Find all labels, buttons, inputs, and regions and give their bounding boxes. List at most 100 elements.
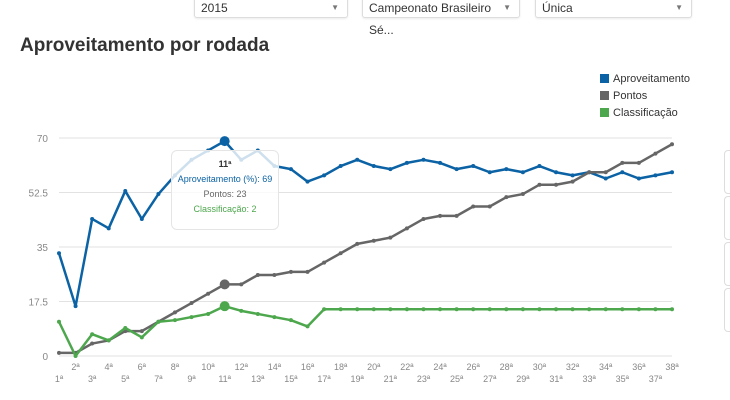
data-point — [239, 282, 244, 287]
data-point — [322, 307, 327, 312]
data-point — [653, 173, 658, 178]
data-point — [587, 307, 592, 312]
data-point — [570, 307, 575, 312]
data-point — [438, 307, 443, 312]
x-tick-label: 25ª — [450, 374, 464, 384]
x-tick-label: 20ª — [367, 362, 381, 372]
side-card — [724, 242, 730, 286]
legend-item[interactable]: Pontos — [600, 87, 690, 104]
data-point — [653, 307, 658, 312]
x-tick-label: 2ª — [71, 362, 80, 372]
data-point — [90, 332, 95, 337]
y-tick-label: 0 — [42, 352, 48, 363]
data-point — [57, 350, 61, 355]
y-tick-label: 17.5 — [29, 298, 49, 309]
data-point — [471, 204, 476, 209]
data-point — [106, 226, 111, 231]
data-point — [603, 170, 608, 175]
data-point — [355, 157, 360, 162]
x-tick-label: 31ª — [549, 374, 563, 384]
data-point — [338, 251, 343, 256]
phase-select[interactable]: Única ▼ — [535, 0, 692, 18]
x-tick-label: 32ª — [566, 362, 580, 372]
legend-label: Classificação — [613, 106, 678, 119]
tooltip-pontos: Pontos: 23 — [203, 189, 247, 199]
data-point — [189, 301, 194, 306]
data-point — [653, 151, 658, 156]
x-tick-label: 11ª — [218, 374, 231, 384]
legend-label: Pontos — [613, 89, 648, 102]
data-point — [90, 341, 95, 346]
competition-select[interactable]: Campeonato Brasileiro Sé... ▼ — [362, 0, 520, 37]
data-point — [355, 307, 360, 312]
page-title: Aproveitamento por rodada — [20, 35, 270, 56]
data-point — [421, 307, 426, 312]
data-point — [520, 307, 525, 312]
data-point — [487, 204, 492, 209]
x-tick-label: 35ª — [616, 374, 630, 384]
data-point — [206, 311, 211, 316]
data-point — [670, 142, 674, 147]
data-point — [156, 192, 161, 197]
data-point — [520, 192, 525, 197]
x-tick-label: 1ª — [55, 374, 64, 384]
data-point — [371, 307, 376, 312]
data-point — [404, 160, 409, 165]
chart-legend: Aproveitamento Pontos Classificação — [600, 70, 690, 121]
data-point — [421, 216, 426, 221]
data-point — [288, 318, 293, 323]
x-tick-label: 17ª — [317, 374, 331, 384]
competition-value: Campeonato Brasileiro Sé... — [369, 1, 492, 37]
data-point — [603, 176, 608, 181]
data-point — [219, 136, 230, 147]
data-point — [471, 307, 476, 312]
x-tick-label: 22ª — [400, 362, 414, 372]
data-point — [670, 170, 674, 175]
data-point — [636, 160, 641, 165]
data-point — [570, 179, 575, 184]
data-point — [454, 167, 459, 172]
data-point — [73, 304, 78, 309]
x-tick-label: 19ª — [351, 374, 365, 384]
x-tick-label: 13ª — [251, 374, 265, 384]
data-point — [172, 310, 177, 315]
legend-swatch — [600, 74, 609, 83]
x-tick-label: 23ª — [417, 374, 431, 384]
x-tick-label: 10ª — [201, 362, 215, 372]
data-point — [322, 260, 327, 265]
data-point — [272, 315, 277, 320]
series-line — [59, 143, 673, 355]
x-tick-label: 9ª — [187, 374, 196, 384]
x-tick-label: 34ª — [599, 362, 613, 372]
y-tick-label: 70 — [37, 134, 49, 145]
year-select[interactable]: 2015 ▼ — [194, 0, 348, 18]
x-tick-label: 7ª — [154, 374, 163, 384]
data-point — [537, 307, 542, 312]
data-point — [388, 167, 393, 172]
data-point — [421, 157, 426, 162]
data-point — [554, 182, 559, 187]
side-card — [724, 288, 730, 332]
data-point — [57, 251, 61, 256]
data-point — [322, 173, 327, 178]
legend-item[interactable]: Aproveitamento — [600, 70, 690, 87]
data-point — [172, 318, 177, 323]
data-point — [438, 213, 443, 218]
legend-item[interactable]: Classificação — [600, 104, 690, 121]
chevron-down-icon: ▼ — [503, 3, 511, 12]
data-point — [305, 269, 310, 274]
data-point — [620, 307, 625, 312]
data-point — [620, 160, 625, 165]
data-point — [388, 307, 393, 312]
data-point — [554, 170, 559, 175]
data-point — [156, 319, 161, 324]
x-tick-label: 3ª — [88, 374, 97, 384]
x-tick-label: 30ª — [533, 362, 547, 372]
data-point — [537, 182, 542, 187]
data-point — [255, 311, 260, 316]
data-point — [90, 216, 95, 221]
data-point — [189, 315, 194, 320]
data-point — [554, 307, 559, 312]
data-point — [305, 179, 310, 184]
